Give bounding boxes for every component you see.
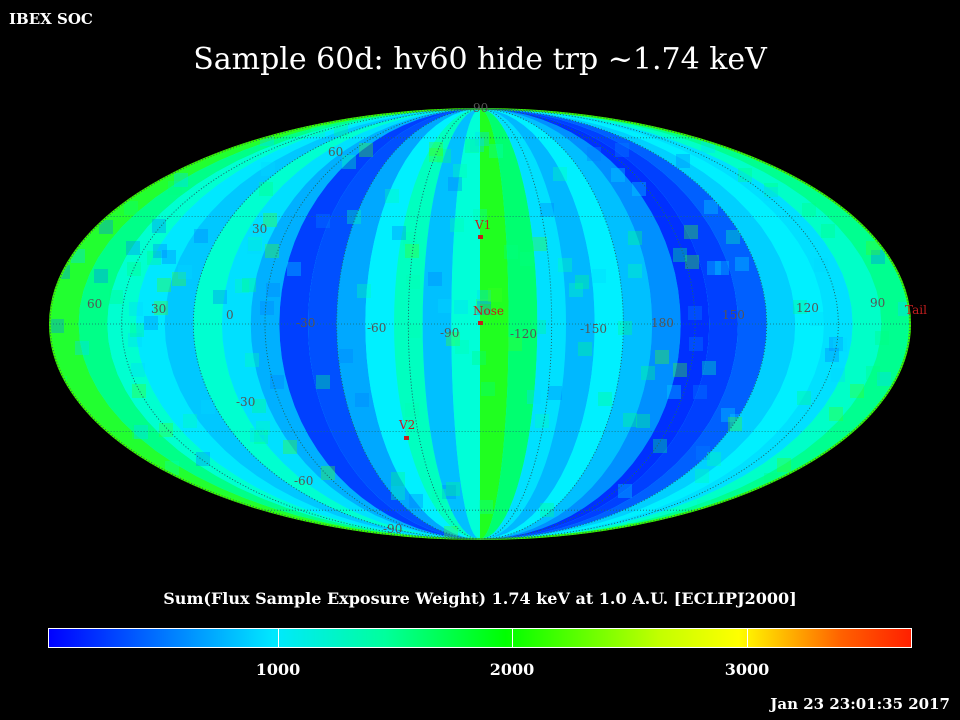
colorbar-tick-label: 1000 (255, 660, 301, 679)
lat-label: -30 (236, 395, 255, 409)
nose-label: Nose (473, 304, 504, 318)
tail-label: Tail (905, 303, 927, 317)
colorbar-tick (747, 628, 748, 648)
lon-label: -150 (580, 322, 607, 336)
lon-label: -30 (296, 316, 315, 330)
v1-label: V1 (474, 218, 491, 232)
lat-label: 90 (473, 101, 488, 115)
lon-label: -120 (510, 327, 537, 341)
map-title: Sample 60d: hv60 hide trp ~1.74 keV (193, 42, 767, 77)
colorbar-tick-label: 3000 (724, 660, 770, 679)
lon-label: 0 (226, 308, 234, 322)
colorbar-label: Sum(Flux Sample Exposure Weight) 1.74 ke… (163, 589, 797, 608)
v2-label: V2 (398, 418, 415, 432)
lat-label: -60 (294, 474, 313, 488)
v1-marker (478, 235, 483, 239)
lat-label: 30 (252, 222, 267, 236)
lon-label: 90 (870, 296, 885, 310)
lon-label: -60 (367, 321, 386, 335)
lat-label: 60 (328, 145, 343, 159)
v2-marker (404, 436, 409, 440)
timestamp: Jan 23 23:01:35 2017 (770, 695, 950, 713)
lon-label: 150 (722, 308, 745, 322)
colorbar-tick (278, 628, 279, 648)
lon-label: 30 (151, 302, 166, 316)
colorbar (48, 628, 912, 648)
lon-label: 180 (651, 316, 674, 330)
lon-label: 120 (796, 301, 819, 315)
nose-marker (478, 321, 483, 325)
sky-map: 60 30 0 -30 -60 -90 -120 -150 180 150 12… (49, 101, 927, 540)
lon-label: -90 (440, 326, 459, 340)
colorbar-tick (512, 628, 513, 648)
lat-label: -90 (383, 522, 402, 536)
org-label: IBEX SOC (9, 10, 93, 28)
lon-label: 60 (87, 297, 102, 311)
colorbar-tick-label: 2000 (489, 660, 535, 679)
